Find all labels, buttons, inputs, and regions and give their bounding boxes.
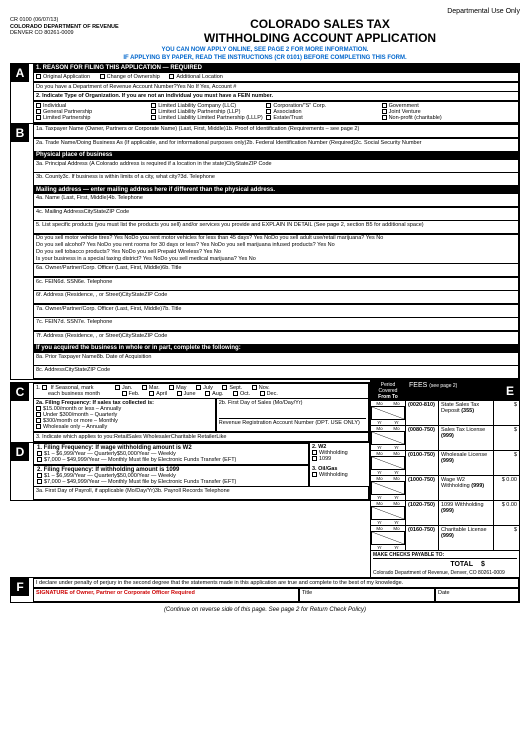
b-questions[interactable]: Do you sell motor vehicle tires? Yes NoD… <box>33 234 519 264</box>
letter-c: C <box>11 383 29 401</box>
subtitle2: IF APPLYING BY PAPER, READ THE INSTRUCTI… <box>10 55 520 61</box>
b-6a[interactable]: 6a. Owner/Partner/Corp. Officer (Last, F… <box>33 263 519 277</box>
b-2a[interactable]: 2a. Trade Name/Doing Business As (If app… <box>33 138 519 152</box>
f-title[interactable]: Title <box>299 588 435 602</box>
dept-addr: DENVER CO 80261-0009 <box>10 30 120 37</box>
footer-note: (Continue on reverse side of this page. … <box>10 607 520 613</box>
dept-name: COLORADO DEPARTMENT OF REVENUE <box>10 24 120 31</box>
b-6c[interactable]: 6c. FEIN6d. SSN6e. Telephone <box>33 277 519 291</box>
a-acct-q[interactable]: Do you have a Department of Revenue Acco… <box>33 82 519 92</box>
section-b: B 1a. Taxpayer Name (Owner, Partners or … <box>10 123 520 380</box>
section-a: A 1. REASON FOR FILING THIS APPLICATION … <box>10 63 520 124</box>
fees-from-to: From To <box>371 394 405 400</box>
section-f: F I declare under penalty of perjury in … <box>10 577 520 603</box>
title-line1: COLORADO SALES TAX <box>120 17 520 31</box>
a-reason-hdr: 1. REASON FOR FILING THIS APPLICATION — … <box>33 64 519 72</box>
fees-title: FEES (see page 2) <box>409 382 457 400</box>
d-1[interactable]: 1. Filing Frequency: If wage withholding… <box>33 443 309 465</box>
b-5[interactable]: 5. List specific products (you must list… <box>33 220 519 234</box>
a-reason-opts[interactable]: Original Application Change of Ownership… <box>33 72 519 82</box>
letter-e: E <box>501 381 519 401</box>
b-8a[interactable]: 8a. Prior Taxpayer Name8b. Date of Acqui… <box>33 352 519 366</box>
form-meta: CR 0100 (06/07/13) COLORADO DEPARTMENT O… <box>10 17 120 37</box>
b-7f[interactable]: 7f. Address (Residence, , or Street)City… <box>33 331 519 345</box>
section-d: D 1. Filing Frequency: If wage withholdi… <box>10 442 370 501</box>
header: CR 0100 (06/07/13) COLORADO DEPARTMENT O… <box>10 17 520 45</box>
fees-panel: Period Covered From To FEES (see page 2)… <box>370 380 520 578</box>
c-2b[interactable]: 2b. First Day of Sales (Mo/Day/Yr) Reven… <box>216 398 369 432</box>
fee-row: MoMoYrYr(0160-750)Charitable License (99… <box>371 526 519 551</box>
letter-f: F <box>11 578 29 596</box>
fees-pc-hdr: Period Covered <box>371 382 405 394</box>
d-2[interactable]: 2. Filing Frequency: If withholding amou… <box>33 465 309 487</box>
form-number: CR 0100 (06/07/13) <box>10 17 120 24</box>
fee-row: MoMoYrYr(0020-810)State Sales Tax Deposi… <box>371 401 519 426</box>
b-3b[interactable]: 3b. County3c. If business is within limi… <box>33 172 519 186</box>
d-3og[interactable]: 3. Oil/Gas Withholding <box>309 465 369 487</box>
fee-row: MoMoYrYr(1020-750)1099 Withholding (999)… <box>371 501 519 526</box>
title-block: COLORADO SALES TAX WITHHOLDING ACCOUNT A… <box>120 17 520 45</box>
c-3[interactable]: 3. Indicate which applies to you:RetailS… <box>33 432 369 442</box>
f-decl: I declare under penalty of perjury in th… <box>33 578 519 588</box>
b-4c[interactable]: 4c. Mailing AddressCityStateZIP Code <box>33 207 519 221</box>
b-6f[interactable]: 6f. Address (Residence, , or Street)City… <box>33 290 519 304</box>
letter-a: A <box>11 64 29 82</box>
subtitle1: YOU CAN NOW APPLY ONLINE, SEE PAGE 2 FOR… <box>10 47 520 53</box>
a-org-hdr: 2. Indicate Type of Organization. If you… <box>33 91 519 101</box>
b-3a[interactable]: 3a. Principal Address (A Colorado addres… <box>33 159 519 173</box>
d-3a[interactable]: 3a. First Day of Payroll, if applicable … <box>33 486 369 500</box>
cd-fees-row: C 1. If Seasonal, mark Jan. Mar. May Jul… <box>10 380 520 578</box>
letter-b: B <box>11 124 29 142</box>
departmental-use: Departmental Use Only <box>10 8 520 15</box>
f-date[interactable]: Date <box>435 588 519 602</box>
fee-row: MoMoYrYr(0080-750)Sales Tax License (999… <box>371 426 519 451</box>
c-seasonal[interactable]: 1. If Seasonal, mark Jan. Mar. May July … <box>33 383 369 399</box>
a-org-grid[interactable]: Individual Limited Liability Company (LL… <box>33 101 519 123</box>
fee-row: MoMoYrYr(1000-750)Wage W2 Withholding (9… <box>371 476 519 501</box>
fee-row: MoMoYrYr(0100-750)Wholesale License (999… <box>371 451 519 476</box>
letter-d: D <box>11 443 29 461</box>
b-7a[interactable]: 7a. Owner/Partner/Corp. Officer (Last, F… <box>33 304 519 318</box>
b-4a[interactable]: 4a. Name (Last, First, Middle)4b. Teleph… <box>33 193 519 207</box>
b-8c[interactable]: 8c. AddressCityStateZIP Code <box>33 365 519 379</box>
b-7c[interactable]: 7c. FEIN7d. SSN7e. Telephone <box>33 317 519 331</box>
d-2w2[interactable]: 2. W2 Withholding 1099 <box>309 443 369 465</box>
b-1a[interactable]: 1a. Taxpayer Name (Owner, Partners or Co… <box>33 124 519 138</box>
f-sig[interactable]: SIGNATURE of Owner, Partner or Corporate… <box>33 588 299 602</box>
fees-checks: MAKE CHECKS PAYABLE TO: TOTAL $ Colorado… <box>371 551 519 577</box>
title-line2: WITHHOLDING ACCOUNT APPLICATION <box>120 31 520 45</box>
fee-rows: MoMoYrYr(0020-810)State Sales Tax Deposi… <box>371 401 519 551</box>
c-2a[interactable]: 2a. Filing Frequency: If sales tax colle… <box>33 398 216 432</box>
section-c: C 1. If Seasonal, mark Jan. Mar. May Jul… <box>10 382 370 443</box>
